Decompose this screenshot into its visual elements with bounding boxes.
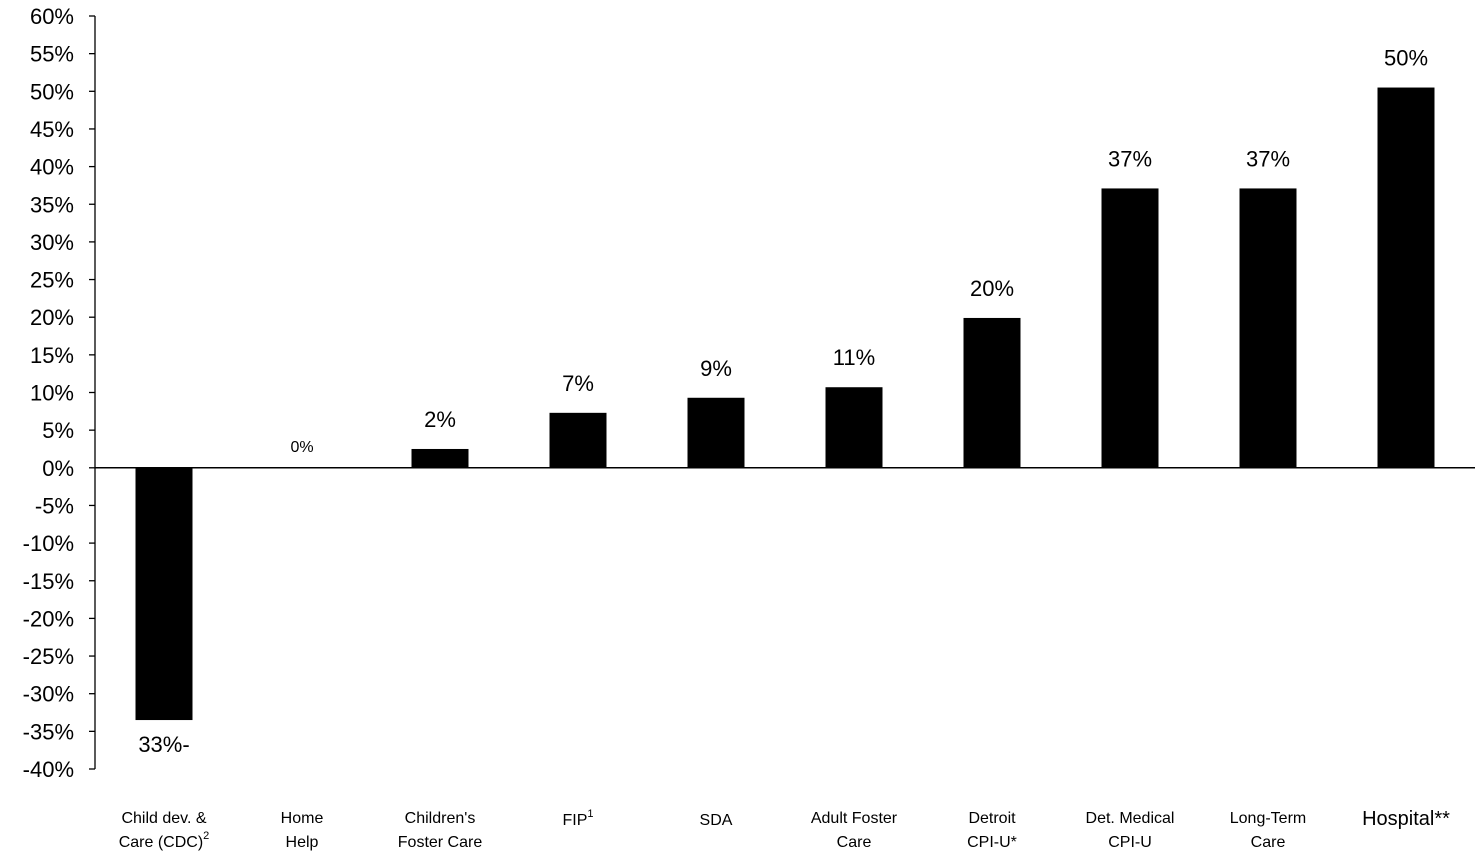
category-labels: Child dev. & Care (CDC)2 Home Help Children'…: [119, 808, 1450, 851]
bar: [411, 448, 469, 468]
y-tick-label: 10%: [30, 381, 74, 406]
bars: [135, 87, 1435, 721]
category-label: Care (CDC)2: [119, 830, 210, 851]
y-tick-label: 50%: [30, 79, 74, 104]
category-label: Det. Medical: [1086, 810, 1175, 827]
y-tick-label: 60%: [30, 4, 74, 29]
data-label: 0%: [290, 439, 313, 456]
category-label: Hospital**: [1362, 808, 1450, 830]
category-label: Care: [837, 834, 872, 851]
bar: [1239, 188, 1297, 468]
bar: [963, 317, 1021, 468]
data-label: 50%: [1384, 46, 1428, 71]
y-tick-label: -30%: [23, 682, 74, 707]
data-label: 33%-: [138, 732, 189, 757]
bar: [825, 387, 883, 468]
y-tick-label: 35%: [30, 192, 74, 217]
y-tick-label: 20%: [30, 305, 74, 330]
y-tick-label: 5%: [42, 418, 74, 443]
y-tick-label: -15%: [23, 569, 74, 594]
category-label: Foster Care: [398, 834, 483, 851]
data-labels: 33%- 0% 2% 7% 9% 11% 20% 37% 37% 50%: [138, 46, 1428, 758]
y-tick-label: -10%: [23, 531, 74, 556]
bar: [549, 412, 607, 468]
bar: [1101, 188, 1159, 468]
category-label: FIP1: [562, 808, 593, 829]
y-axis: 60% 55% 50% 45% 40% 35% 30% 25% 20% 15% 10% 5% 0% -5%…: [23, 4, 96, 782]
category-label: Care: [1251, 834, 1286, 851]
data-label: 2%: [424, 407, 456, 432]
bar: [1377, 87, 1435, 468]
y-tick-label: 30%: [30, 230, 74, 255]
category-label: CPI-U*: [967, 834, 1017, 851]
category-label: Home: [281, 810, 324, 827]
category-label: Help: [286, 834, 319, 851]
y-tick-label: 25%: [30, 268, 74, 293]
data-label: 37%: [1246, 146, 1290, 171]
y-tick-label: -20%: [23, 606, 74, 631]
bar: [135, 467, 193, 721]
data-label: 37%: [1108, 146, 1152, 171]
category-label: Adult Foster: [811, 810, 898, 827]
y-tick-label: 40%: [30, 155, 74, 180]
data-label: 20%: [970, 276, 1014, 301]
y-tick-label: 55%: [30, 42, 74, 67]
category-label: CPI-U: [1108, 834, 1152, 851]
y-tick-label: -5%: [35, 493, 74, 518]
data-label: 9%: [700, 356, 732, 381]
y-tick-label: 0%: [42, 456, 74, 481]
category-label: SDA: [700, 812, 733, 829]
category-label: Children's: [405, 810, 476, 827]
data-label: 11%: [833, 345, 875, 370]
bar: [687, 397, 745, 468]
data-label: 7%: [562, 371, 594, 396]
category-label: Child dev. &: [121, 810, 206, 827]
y-tick-label: 15%: [30, 343, 74, 368]
y-tick-label: -40%: [23, 757, 74, 782]
category-label: Detroit: [968, 810, 1016, 827]
y-tick-label: -35%: [23, 719, 74, 744]
y-tick-label: -25%: [23, 644, 74, 669]
category-label: Long-Term: [1230, 810, 1306, 827]
y-tick-label: 45%: [30, 117, 74, 142]
